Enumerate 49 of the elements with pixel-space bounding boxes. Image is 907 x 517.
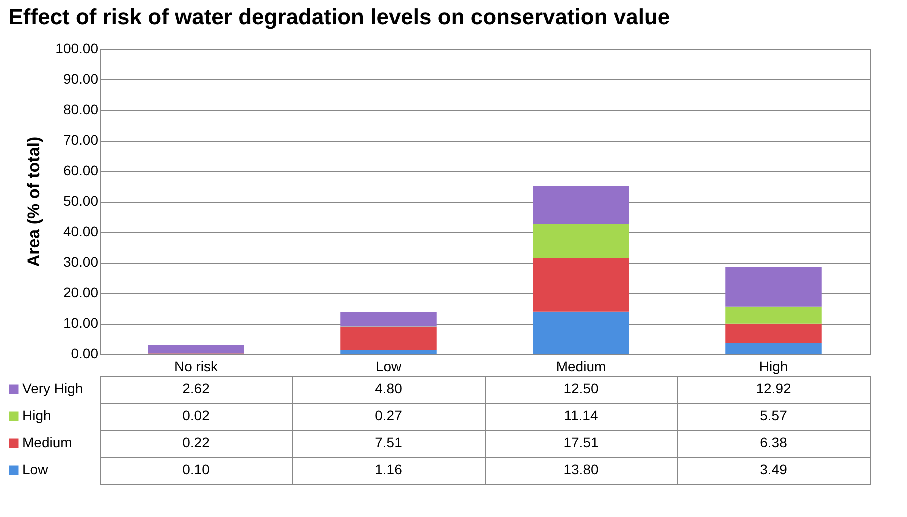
legend-label: Low [22,462,50,478]
y-tick-label: 30.00 [63,254,99,270]
y-tick-label: 0.00 [71,346,99,362]
y-tick-label: 60.00 [63,162,99,178]
x-tick-label: Low [376,358,402,374]
bar [340,350,437,354]
bar [726,324,822,344]
y-tick-label: 40.00 [63,224,99,240]
data-label: 2.62 [182,380,210,396]
chart-title: Effect of risk of water degradation levels on conservation value [8,4,670,30]
x-tick-label: No risk [174,358,220,374]
y-tick-label: 10.00 [63,315,99,331]
data-label: 0.27 [375,408,403,424]
bar [340,312,437,327]
data-label: 1.16 [375,462,403,478]
data-label: 0.02 [182,408,210,424]
y-tick-label: 80.00 [63,102,99,118]
legend-label: High [22,408,52,424]
bar [533,312,630,354]
y-tick-label: 50.00 [63,193,99,209]
data-label: 11.14 [564,408,598,424]
y-axis-title: Area (% of total) [24,136,44,268]
bar [726,268,822,307]
data-label: 7.51 [375,434,403,450]
data-label: 12.50 [564,380,599,396]
bar [533,224,630,259]
y-tick-label: 20.00 [63,284,99,300]
y-tick-label: 90.00 [63,71,99,87]
y-tick-label: 70.00 [63,132,99,148]
data-label: 13.80 [564,462,599,478]
data-label: 6.38 [760,434,788,450]
bar [340,328,437,350]
data-label: 4.80 [375,380,403,396]
legend-label: Very High [22,380,84,396]
y-tick-label: 100.00 [56,40,99,56]
bar [533,186,630,225]
x-tick-label: Medium [556,358,606,374]
data-label: 3.49 [760,462,788,478]
bar [726,343,822,354]
legend-label: Medium [22,434,72,450]
x-tick-label: High [759,358,788,374]
bar [533,258,630,312]
data-label: 12.92 [756,380,792,396]
bar [726,306,822,324]
data-label: 5.57 [760,408,788,424]
data-label: 0.22 [182,434,210,450]
data-label: 0.10 [182,462,210,478]
bar [148,344,244,353]
data-label: 17.51 [564,434,599,450]
